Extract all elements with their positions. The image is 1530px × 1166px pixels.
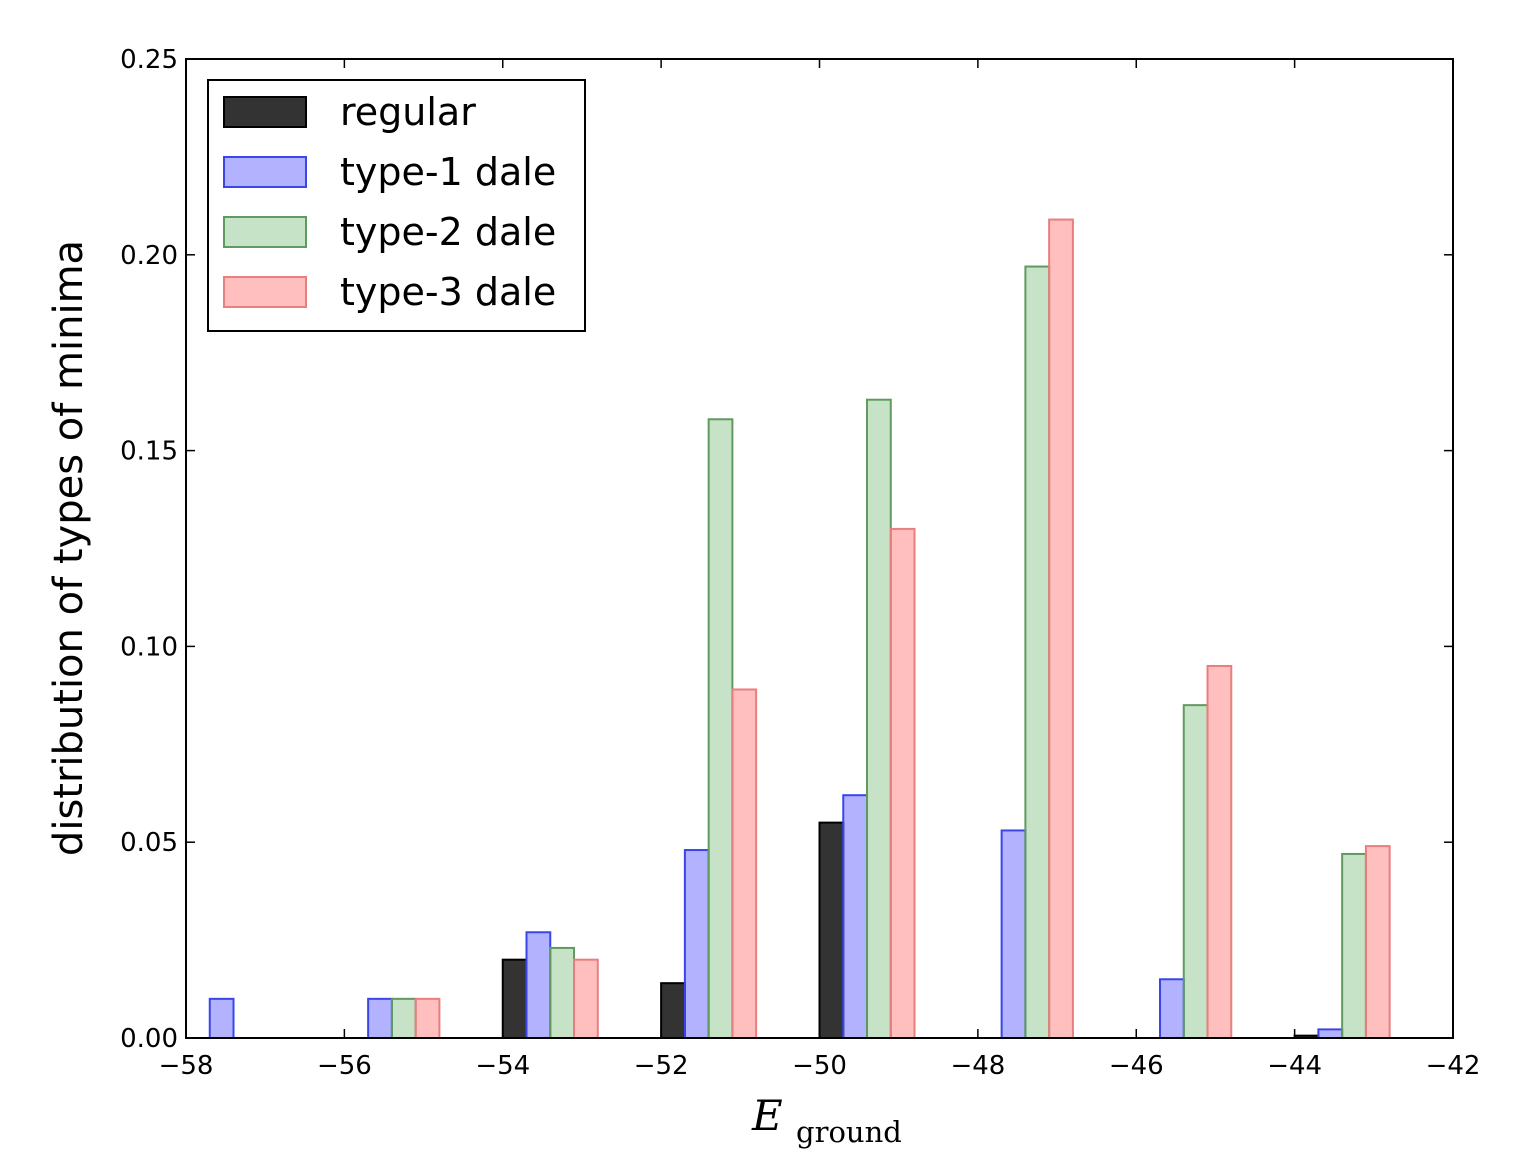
bar-type-1-dale-1 (367, 997, 393, 1040)
bar-type-1-dale-4 (842, 794, 869, 1040)
legend-swatch-type-1-dale (223, 156, 307, 188)
bar-type-1-dale-7 (1317, 1028, 1344, 1039)
bar-type-2-dale-6 (1182, 704, 1209, 1039)
bar-type-3-dale-4 (889, 527, 916, 1039)
bar-type-1-dale-3 (683, 849, 710, 1039)
x-tick-label: −52 (634, 1051, 689, 1081)
bar-type-3-dale-7 (1364, 845, 1391, 1040)
x-tick-label: −42 (1426, 1051, 1481, 1081)
x-axis-label-main: E (751, 1091, 783, 1140)
bar-type-2-dale-1 (390, 997, 417, 1040)
legend-label-type-1-dale: type-1 dale (340, 150, 556, 194)
bar-regular-2 (501, 958, 528, 1039)
bar-type-3-dale-2 (573, 958, 599, 1039)
y-tick-label: 0.15 (120, 437, 178, 467)
bar-regular-4 (818, 821, 845, 1039)
bar-type-3-dale-6 (1206, 664, 1233, 1039)
x-tick-label: −46 (1109, 1051, 1164, 1081)
bar-type-1-dale-2 (525, 931, 552, 1040)
legend-swatch-regular (223, 96, 307, 128)
x-axis-label: E ground (751, 1091, 902, 1149)
x-axis-label-subscript: ground (796, 1115, 902, 1149)
x-tick-label: −56 (317, 1051, 372, 1081)
y-tick-label: 0.05 (120, 828, 178, 858)
x-tick-label: −58 (159, 1051, 214, 1081)
x-tick-label: −44 (1267, 1051, 1322, 1081)
y-tick-label: 0.20 (120, 241, 178, 271)
bar-type-1-dale-5 (1000, 829, 1027, 1040)
legend-label-regular: regular (340, 90, 476, 134)
y-axis-label: distribution of types of minima (46, 240, 92, 856)
x-tick-label: −54 (475, 1051, 530, 1081)
legend-items: regular type-1 dale type-2 dale type-3 dale (223, 90, 556, 314)
legend-swatch-type-3-dale (223, 276, 307, 308)
legend-swatch-type-2-dale (223, 216, 307, 248)
legend: regular type-1 dale type-2 dale type-3 dale (207, 79, 586, 332)
bar-layer (208, 218, 1391, 1040)
legend-label-type-3-dale: type-3 dale (340, 270, 556, 314)
bar-type-3-dale-5 (1048, 218, 1074, 1039)
bar-type-2-dale-7 (1341, 852, 1367, 1039)
legend-label-type-2-dale: type-2 dale (340, 210, 556, 254)
y-tick-label: 0.00 (120, 1024, 178, 1054)
bar-type-3-dale-1 (414, 997, 441, 1040)
tick-layer: −58 −56 −54 −52 −50 −48 −46 −44 −42 0.00 0.05 0.10 0… (120, 45, 1480, 1081)
bar-type-2-dale-2 (549, 946, 576, 1040)
bar-type-1-dale-6 (1159, 978, 1185, 1040)
bar-regular-3 (660, 982, 686, 1040)
x-tick-label: −48 (950, 1051, 1005, 1081)
bar-type-2-dale-4 (866, 398, 892, 1039)
bar-type-2-dale-5 (1024, 265, 1051, 1040)
bar-type-2-dale-3 (707, 418, 734, 1040)
y-tick-label: 0.10 (120, 632, 178, 662)
y-tick-label: 0.25 (120, 45, 178, 75)
bar-type-1-dale-0 (208, 997, 235, 1040)
bar-type-3-dale-3 (731, 688, 758, 1039)
x-tick-label: −50 (792, 1051, 847, 1081)
